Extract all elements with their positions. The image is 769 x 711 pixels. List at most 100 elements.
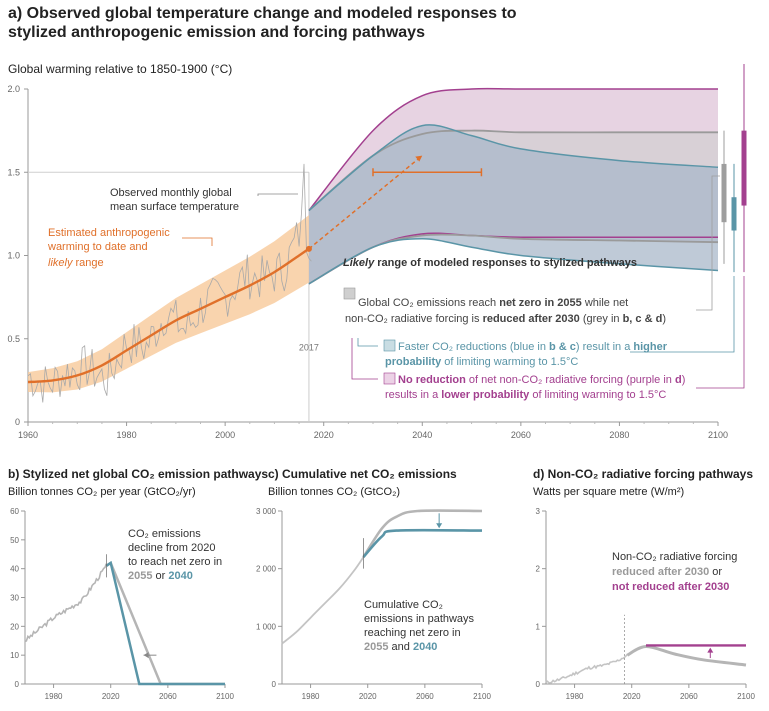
panelD-title: d) Non-CO₂ radiative forcing pathways bbox=[533, 467, 753, 481]
annotation-line1: CO₂ emissions bbox=[128, 528, 201, 540]
y-tick-label: 3 000 bbox=[256, 507, 277, 516]
x-tick-label: 2080 bbox=[609, 430, 629, 440]
observed-label-leader bbox=[257, 193, 298, 196]
forcing-reduced-line bbox=[626, 644, 747, 667]
cumulative-2040-line bbox=[362, 528, 483, 558]
blue-lower-line bbox=[308, 238, 719, 285]
cumulative-2055-line bbox=[362, 509, 483, 558]
annotation-line2: emissions in pathways bbox=[364, 613, 475, 625]
observed-label-line2: mean surface temperature bbox=[110, 201, 239, 213]
y-tick-label: 2 000 bbox=[256, 565, 277, 574]
x-tick-label: 2100 bbox=[737, 692, 755, 701]
net-zero-2040-line bbox=[105, 560, 225, 686]
shift-arrowhead bbox=[143, 652, 149, 659]
x-tick-label: 2020 bbox=[359, 692, 377, 701]
panelC-ylabel: Billion tonnes CO₂ (GtCO₂) bbox=[268, 486, 400, 498]
historical-forcing-line bbox=[545, 653, 629, 684]
x-tick-label: 2060 bbox=[416, 692, 434, 701]
x-tick-label: 2060 bbox=[159, 692, 177, 701]
annotation-line1: Cumulative CO₂ bbox=[364, 599, 443, 611]
y-tick-label: 10 bbox=[10, 651, 19, 660]
historical-emissions-line bbox=[24, 563, 108, 643]
x-tick-label: 2020 bbox=[623, 692, 641, 701]
likely-range-band bbox=[28, 215, 309, 393]
year-2017-label: 2017 bbox=[299, 342, 319, 352]
legend-purple-line1: No reduction of net non-CO₂ radiative fo… bbox=[398, 374, 685, 386]
y-tick-label: 2.0 bbox=[7, 84, 20, 94]
y-tick-label: 1.0 bbox=[7, 251, 20, 261]
panel-a-chart: 2.0 1.5 1.0 0.5 0 1960 1980 2000 2020 2040 2060 208… bbox=[7, 64, 747, 440]
projection-dashed-arrow bbox=[308, 155, 423, 250]
panel-b-chart: b) Stylized net global CO₂ emission path… bbox=[8, 467, 268, 701]
legend-grey-leader bbox=[696, 175, 720, 311]
y-tick-label: 0 bbox=[15, 417, 20, 427]
y-tick-label: 1 000 bbox=[256, 622, 277, 631]
y-tick-label: 20 bbox=[10, 622, 19, 631]
annotation-line2: decline from 2020 bbox=[128, 542, 215, 554]
right-bar-purple bbox=[741, 130, 747, 206]
x-tick-label: 2060 bbox=[680, 692, 698, 701]
observed-label-line1: Observed monthly global bbox=[110, 187, 232, 199]
panelC-title: c) Cumulative net CO₂ emissions bbox=[268, 467, 457, 481]
legend-heading: Likely range of modeled responses to sty… bbox=[343, 257, 637, 269]
historical-cumulative-line bbox=[281, 556, 365, 645]
right-bar-blue bbox=[731, 197, 737, 231]
estimated-label-line1: Estimated anthropogenic bbox=[48, 227, 170, 239]
x-tick-label: 1980 bbox=[117, 430, 137, 440]
panelD-ylabel: Watts per square metre (W/m²) bbox=[533, 486, 684, 498]
x-tick-label: 2020 bbox=[314, 430, 334, 440]
y-tick-label: 1.5 bbox=[7, 167, 20, 177]
page-title: a) Observed global temperature change an… bbox=[8, 5, 517, 41]
x-tick-label: 2060 bbox=[511, 430, 531, 440]
y-tick-label: 2 bbox=[536, 565, 541, 574]
y-tick-label: 30 bbox=[10, 594, 19, 603]
blue-upper-line bbox=[308, 124, 719, 212]
projection-arrowhead bbox=[415, 155, 423, 162]
estimated-warming-line bbox=[27, 247, 310, 384]
y-tick-label: 3 bbox=[536, 507, 541, 516]
legend-grey-line2: non-CO₂ radiative forcing is reduced aft… bbox=[345, 313, 666, 325]
legend-purple-leader bbox=[351, 338, 378, 380]
legend-blue-line2: probability of limiting warming to 1.5°C bbox=[385, 356, 578, 368]
x-tick-label: 2100 bbox=[473, 692, 491, 701]
blue-range-band bbox=[308, 124, 718, 284]
annotation-line3: not reduced after 2030 bbox=[612, 581, 729, 593]
y-tick-label: 0 bbox=[272, 680, 277, 689]
y-tick-label: 60 bbox=[10, 507, 19, 516]
annotation-line4: 2055 or 2040 bbox=[128, 570, 193, 582]
legend-blue-leader bbox=[357, 338, 378, 347]
panel-d-chart: d) Non-CO₂ radiative forcing pathways Wat… bbox=[533, 467, 755, 701]
panel-c-chart: c) Cumulative net CO₂ emissions Billion t… bbox=[256, 467, 491, 701]
legend-swatch-blue bbox=[383, 339, 396, 352]
x-tick-label: 2020 bbox=[102, 692, 120, 701]
annotation-line3: to reach net zero in bbox=[128, 556, 222, 568]
estimated-label-leader bbox=[182, 237, 213, 246]
legend-blue-line1: Faster CO₂ reductions (blue in b & c) re… bbox=[398, 341, 668, 353]
annotation-line3: reaching net zero in bbox=[364, 627, 461, 639]
annotation-line2: reduced after 2030 or bbox=[612, 566, 722, 578]
legend-purple-line2: results in a lower probability of limiti… bbox=[385, 389, 666, 401]
purple-upper-line bbox=[308, 87, 718, 211]
x-tick-label: 2040 bbox=[412, 430, 432, 440]
legend-swatch-grey bbox=[343, 287, 356, 300]
panel-a-ylabel: Global warming relative to 1850-1900 (°C… bbox=[8, 62, 233, 76]
x-tick-label: 1960 bbox=[18, 430, 38, 440]
annotation-line1: Non-CO₂ radiative forcing bbox=[612, 551, 737, 563]
right-bar-grey bbox=[721, 163, 727, 223]
legend-blue-leader-right bbox=[630, 276, 735, 353]
annotation-line4: 2055 and 2040 bbox=[364, 641, 437, 653]
x-tick-label: 1980 bbox=[302, 692, 320, 701]
y-tick-label: 0 bbox=[536, 680, 541, 689]
y-tick-label: 50 bbox=[10, 536, 19, 545]
x-tick-label: 1980 bbox=[45, 692, 63, 701]
panelB-title: b) Stylized net global CO₂ emission path… bbox=[8, 467, 268, 481]
shift-arrowhead bbox=[436, 523, 443, 529]
y-tick-label: 0 bbox=[15, 680, 20, 689]
y-tick-label: 0.5 bbox=[7, 334, 20, 344]
legend-purple-leader-right bbox=[696, 276, 745, 389]
x-tick-label: 2100 bbox=[216, 692, 234, 701]
legend-swatch-purple bbox=[383, 372, 396, 385]
estimated-label-line2: warming to date and bbox=[47, 241, 148, 253]
panelB-ylabel: Billion tonnes CO₂ per year (GtCO₂/yr) bbox=[8, 486, 196, 498]
